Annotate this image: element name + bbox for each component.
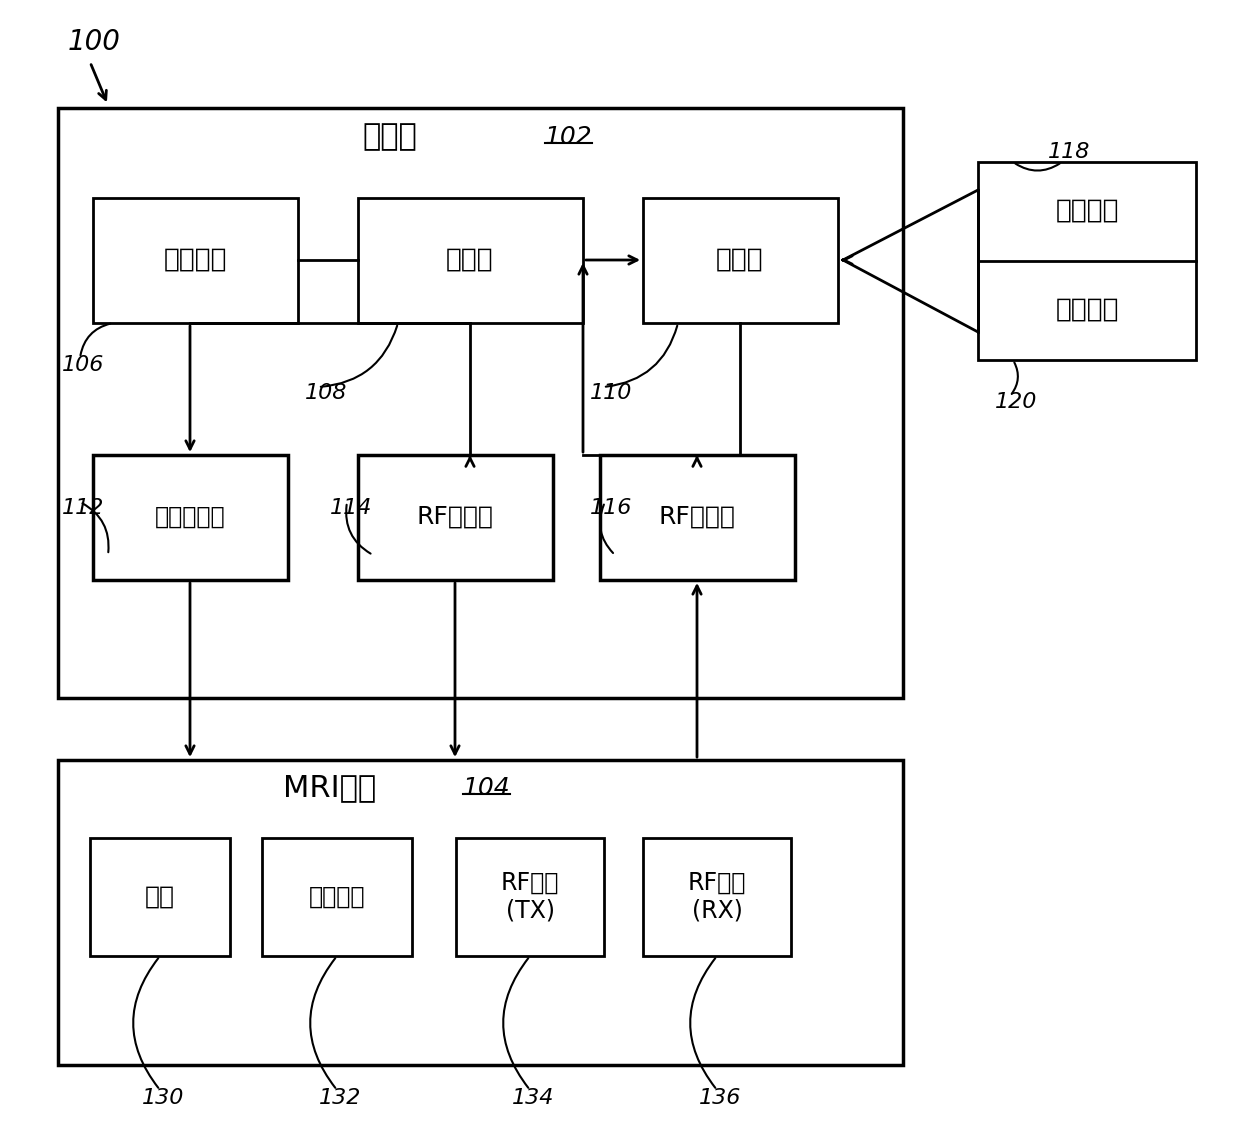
Text: RF线圈
(RX): RF线圈 (RX) [688, 871, 746, 922]
Bar [58, 760, 903, 1065]
Bar [358, 198, 583, 323]
Text: 120: 120 [994, 392, 1038, 411]
Text: 134: 134 [512, 1088, 554, 1108]
Bar [58, 107, 903, 698]
Text: RF线圈
(TX): RF线圈 (TX) [501, 871, 559, 922]
Text: RF控制器: RF控制器 [417, 505, 494, 529]
Bar [644, 198, 838, 323]
Text: 136: 136 [699, 1088, 742, 1108]
Text: 112: 112 [62, 498, 104, 518]
Text: 控制程序: 控制程序 [1055, 198, 1118, 224]
Text: 100: 100 [68, 27, 120, 56]
Text: 处理器: 处理器 [446, 247, 494, 273]
Text: 计算机: 计算机 [362, 122, 418, 152]
Text: 108: 108 [305, 383, 347, 403]
Bar [978, 162, 1197, 360]
Text: 104: 104 [463, 776, 511, 800]
Text: 110: 110 [590, 383, 632, 403]
Text: 118: 118 [1048, 142, 1090, 162]
Bar [644, 838, 791, 956]
Text: 磁体: 磁体 [145, 885, 175, 909]
Text: 分析程序: 分析程序 [1055, 297, 1118, 323]
Text: 132: 132 [319, 1088, 361, 1108]
Bar [93, 198, 298, 323]
Text: RF接收器: RF接收器 [658, 505, 735, 529]
Bar [358, 455, 553, 580]
Bar [262, 838, 412, 956]
Text: 梯度控制器: 梯度控制器 [155, 505, 226, 529]
Bar [91, 838, 229, 956]
Text: 114: 114 [330, 498, 372, 518]
Bar [456, 838, 604, 956]
Text: 用户界面: 用户界面 [164, 247, 227, 273]
Text: 存储器: 存储器 [717, 247, 764, 273]
Text: MRI装置: MRI装置 [284, 774, 377, 802]
Bar [600, 455, 795, 580]
Text: 106: 106 [62, 355, 104, 375]
Text: 116: 116 [590, 498, 632, 518]
Text: 梯度线圈: 梯度线圈 [309, 885, 366, 909]
Text: 130: 130 [143, 1088, 185, 1108]
Bar [93, 455, 288, 580]
Text: 102: 102 [546, 125, 593, 149]
